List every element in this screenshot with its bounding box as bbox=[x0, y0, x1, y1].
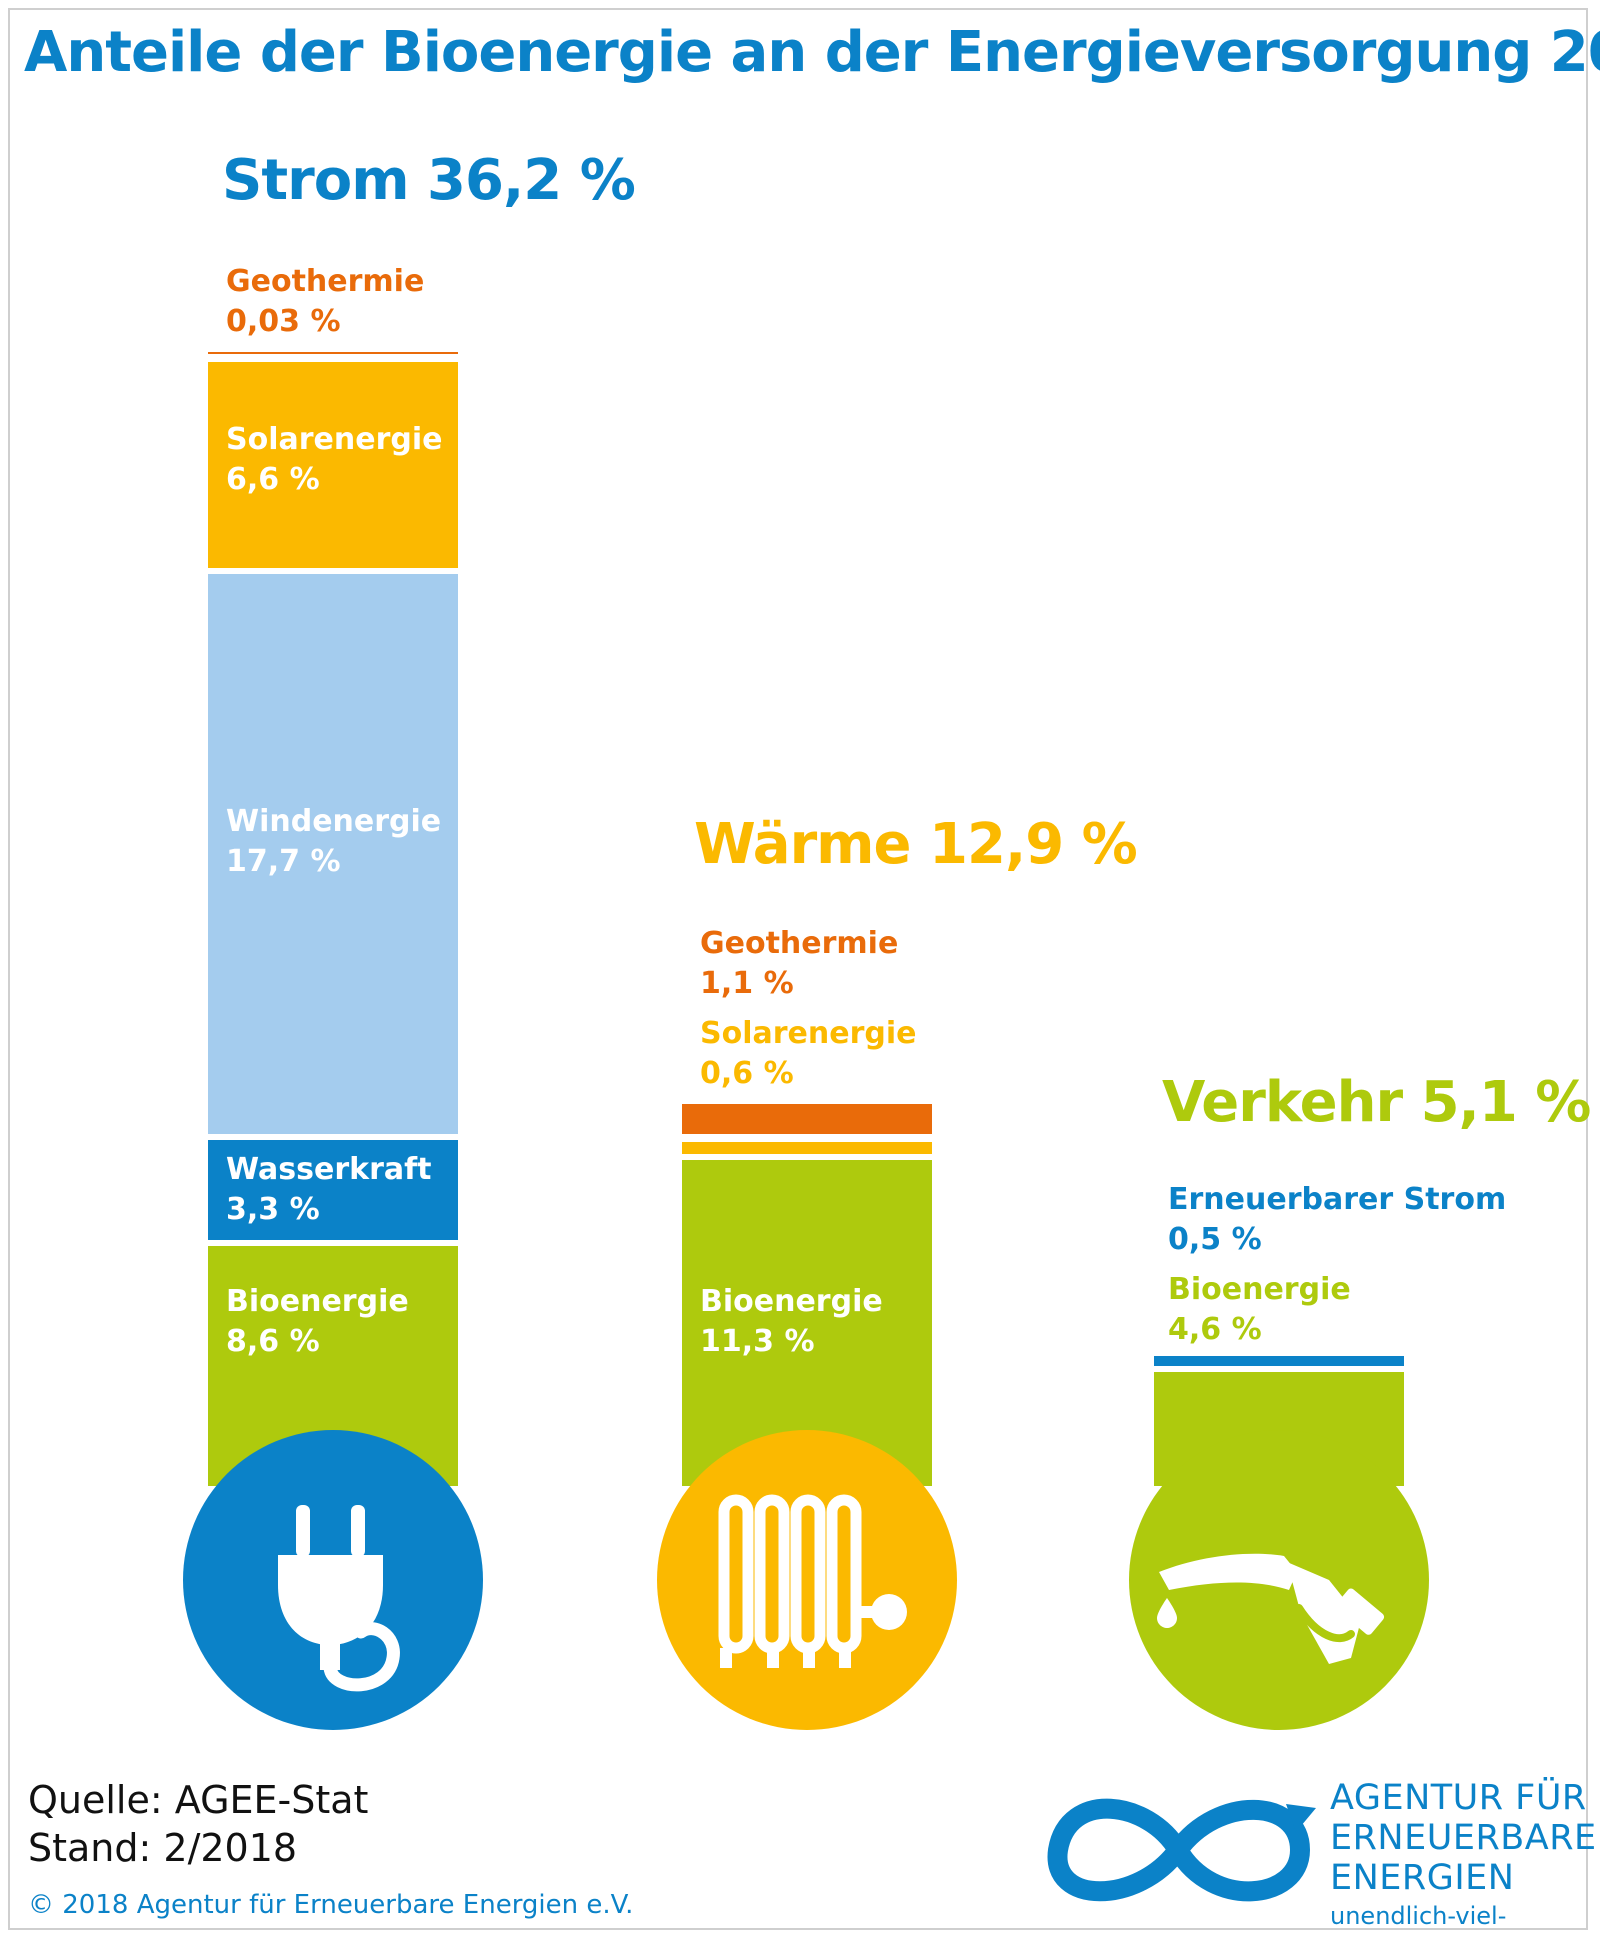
verkehr-circle bbox=[1129, 1430, 1429, 1730]
chart-title: Anteile der Bioenergie an der Energiever… bbox=[24, 20, 1600, 85]
segment-name: Solarenergie bbox=[700, 1016, 917, 1051]
segment-name: Bioenergie bbox=[226, 1284, 409, 1319]
verkehr-title: Verkehr 5,1 % bbox=[1162, 1070, 1591, 1135]
segment-name: Geothermie bbox=[226, 264, 425, 299]
strom-geothermie-bar bbox=[208, 352, 458, 354]
waerme-solar-label: Solarenergie 0,6 % bbox=[700, 1014, 917, 1094]
verkehr-bio-label: Bioenergie 4,6 % bbox=[1168, 1270, 1351, 1350]
copyright-text: © 2018 Agentur für Erneuerbare Energien … bbox=[28, 1890, 634, 1920]
segment-name: Bioenergie bbox=[700, 1284, 883, 1319]
segment-name: Solarenergie bbox=[226, 422, 443, 457]
source-text: Quelle: AGEE-Stat bbox=[28, 1778, 369, 1822]
segment-value: 8,6 % bbox=[226, 1324, 320, 1359]
segment-value: 1,1 % bbox=[700, 966, 794, 1001]
strom-solar-bar bbox=[208, 362, 458, 568]
infinity-logo-icon bbox=[1028, 1770, 1328, 1930]
waerme-title: Wärme 12,9 % bbox=[694, 812, 1138, 877]
logo-line-1: AGENTUR FÜR bbox=[1330, 1778, 1587, 1818]
segment-value: 0,03 % bbox=[226, 304, 341, 339]
segment-name: Bioenergie bbox=[1168, 1272, 1351, 1307]
strom-wind-bar bbox=[208, 574, 458, 1134]
verkehr-strom-bar bbox=[1154, 1356, 1404, 1366]
segment-value: 0,6 % bbox=[700, 1056, 794, 1091]
radiator-icon bbox=[718, 1494, 907, 1668]
verkehr-strom-label: Erneuerbarer Strom 0,5 % bbox=[1168, 1180, 1506, 1260]
waerme-bio-label: Bioenergie 11,3 % bbox=[700, 1282, 883, 1362]
fuel-nozzle-icon bbox=[1157, 1553, 1385, 1664]
strom-wind-label: Windenergie 17,7 % bbox=[226, 802, 441, 882]
strom-solar-label: Solarenergie 6,6 % bbox=[226, 420, 443, 500]
segment-value: 3,3 % bbox=[226, 1192, 320, 1227]
strom-geothermie-label: Geothermie 0,03 % bbox=[226, 262, 424, 342]
segment-value: 0,5 % bbox=[1168, 1222, 1262, 1257]
strom-circle bbox=[183, 1430, 483, 1730]
waerme-solar-bar bbox=[682, 1142, 932, 1154]
logo-url: unendlich-viel-energie.de bbox=[1330, 1902, 1507, 1939]
segment-name: Erneuerbarer Strom bbox=[1168, 1182, 1507, 1217]
logo-line-3: ENERGIEN bbox=[1330, 1858, 1515, 1898]
date-text: Stand: 2/2018 bbox=[28, 1826, 298, 1870]
waerme-geothermie-label: Geothermie 1,1 % bbox=[700, 924, 898, 1004]
frame-border bbox=[8, 8, 1588, 1930]
segment-name: Geothermie bbox=[700, 926, 899, 961]
segment-name: Windenergie bbox=[226, 804, 442, 839]
logo-line-2: ERNEUERBARE bbox=[1330, 1818, 1597, 1858]
segment-value: 6,6 % bbox=[226, 462, 320, 497]
strom-title: Strom 36,2 % bbox=[222, 148, 636, 213]
power-plug-icon bbox=[278, 1505, 400, 1692]
segment-value: 17,7 % bbox=[226, 844, 341, 879]
waerme-geothermie-bar bbox=[682, 1104, 932, 1134]
strom-bio-label: Bioenergie 8,6 % bbox=[226, 1282, 409, 1362]
strom-wasser-bar bbox=[208, 1140, 458, 1240]
strom-wasser-label: Wasserkraft 3,3 % bbox=[226, 1150, 432, 1230]
segment-value: 4,6 % bbox=[1168, 1312, 1262, 1347]
segment-value: 11,3 % bbox=[700, 1324, 815, 1359]
logo-text: AGENTUR FÜR ERNEUERBARE ENERGIEN unendli… bbox=[1330, 1778, 1600, 1939]
waerme-circle bbox=[657, 1430, 957, 1730]
segment-name: Wasserkraft bbox=[226, 1152, 432, 1187]
